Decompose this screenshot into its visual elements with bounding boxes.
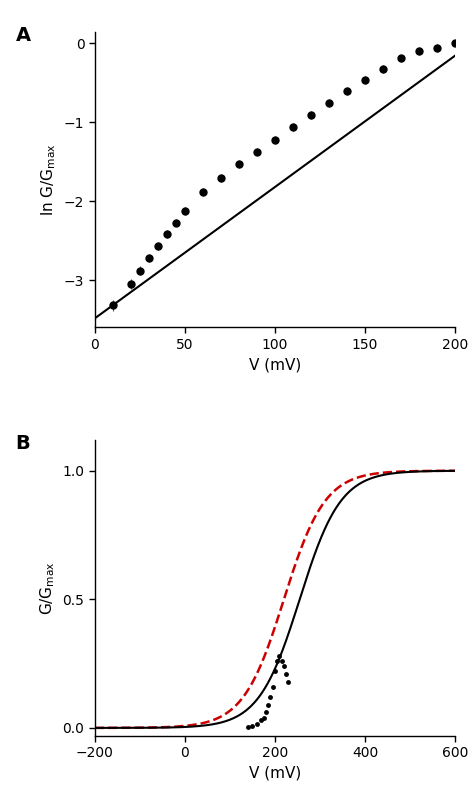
X-axis label: V (mV): V (mV): [249, 358, 301, 373]
Y-axis label: ln G/G$_{\mathrm{max}}$: ln G/G$_{\mathrm{max}}$: [40, 143, 58, 216]
Text: A: A: [16, 26, 31, 45]
Text: B: B: [16, 434, 30, 453]
Y-axis label: G/G$_{\mathrm{max}}$: G/G$_{\mathrm{max}}$: [38, 561, 57, 615]
X-axis label: V (mV): V (mV): [249, 766, 301, 781]
